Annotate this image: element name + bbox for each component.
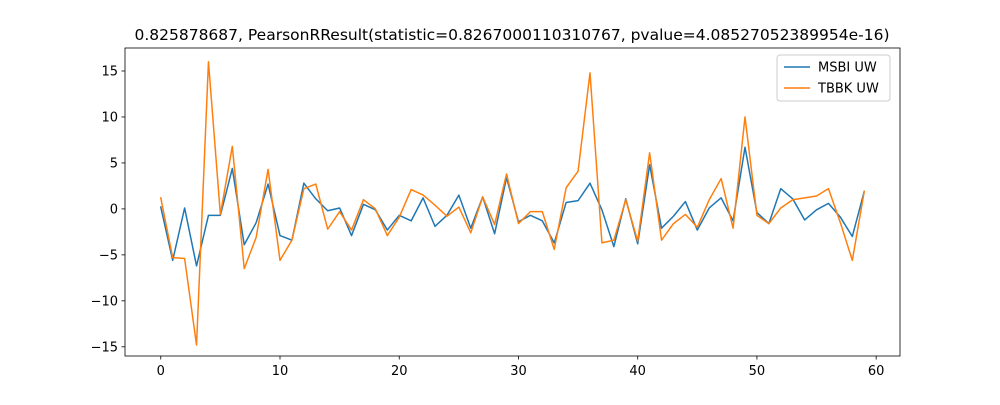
plot-area [159, 61, 866, 346]
y-tick-label: 0 [110, 202, 118, 217]
y-tick-label: 15 [101, 64, 118, 79]
legend-label-1: TBBK UW [817, 82, 879, 97]
y-tick-label: −15 [91, 340, 118, 355]
axes-frame [124, 47, 901, 357]
y-tick-label: 5 [110, 156, 118, 171]
legend-label-0: MSBI UW [818, 61, 877, 76]
x-tick-label: 20 [391, 364, 408, 379]
x-tick-label: 0 [157, 364, 165, 379]
series-line-1 [159, 61, 866, 346]
x-tick-label: 50 [749, 364, 766, 379]
x-tick-label: 40 [629, 364, 646, 379]
y-tick-label: −5 [99, 248, 118, 263]
chart-title: 0.825878687, PearsonRResult(statistic=0.… [134, 26, 889, 44]
x-tick-label: 30 [510, 364, 527, 379]
x-tick-label: 60 [868, 364, 885, 379]
axes: 0 10 20 30 40 50 60 −15 −10 −5 0 5 10 15 [91, 47, 901, 379]
y-tick-label: 10 [101, 110, 118, 125]
legend: MSBI UW TBBK UW [776, 54, 891, 102]
y-tick-label: −10 [91, 294, 118, 309]
x-tick-label: 10 [272, 364, 289, 379]
